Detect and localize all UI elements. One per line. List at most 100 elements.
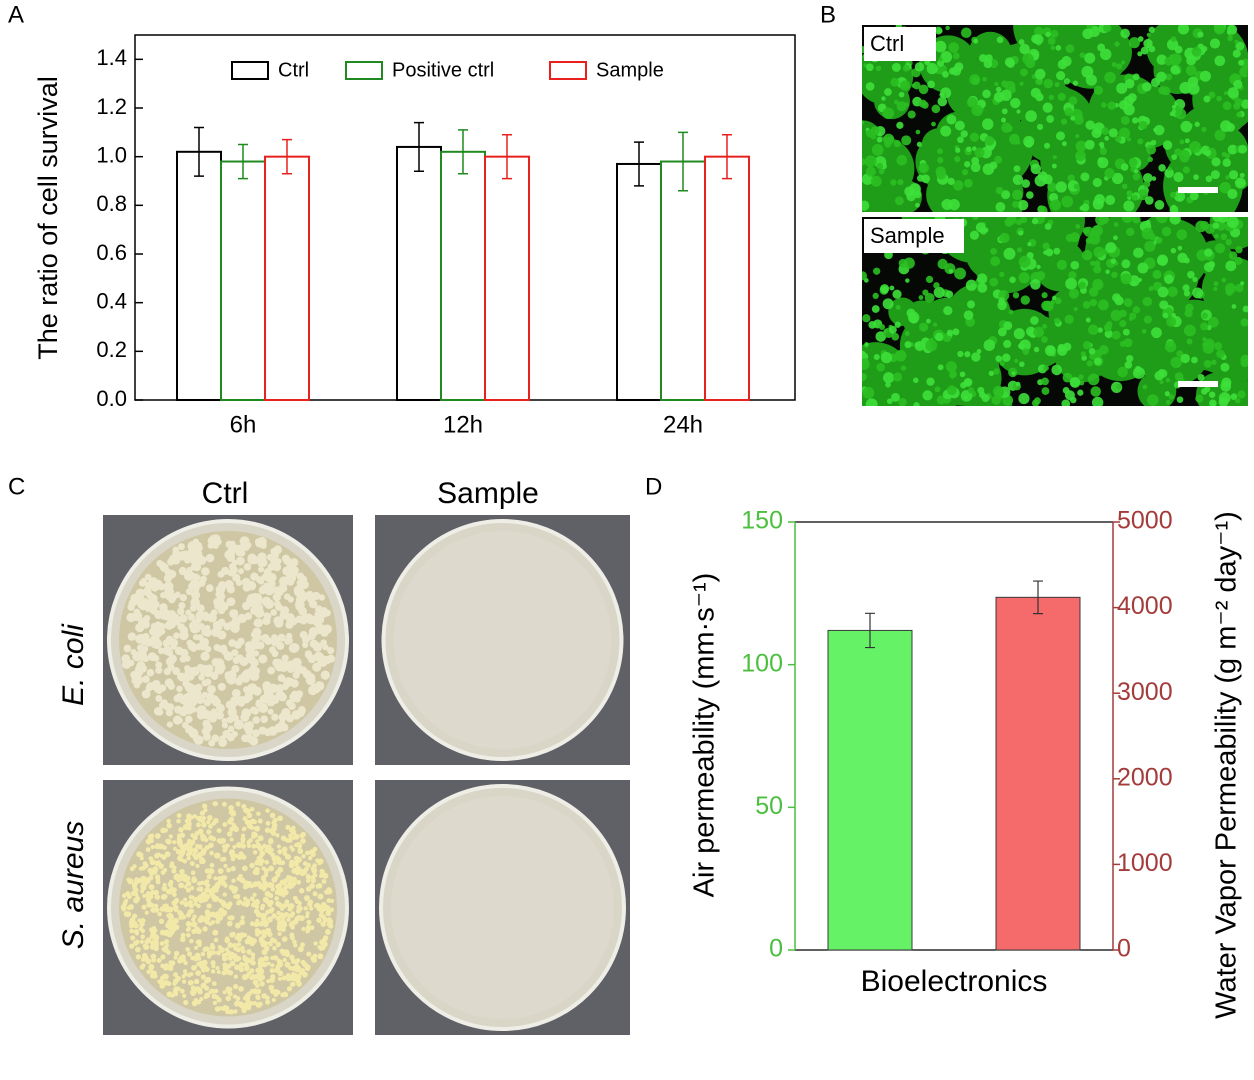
y2-axis-label: Water Vapor Permeability (g m⁻² day⁻¹) xyxy=(1211,511,1243,1019)
colony xyxy=(190,985,196,991)
cell xyxy=(1105,269,1110,274)
colony xyxy=(285,620,294,629)
colony xyxy=(307,653,314,661)
colony xyxy=(130,648,137,655)
colony xyxy=(185,609,192,616)
colony xyxy=(258,921,264,927)
colony xyxy=(186,932,191,938)
colony xyxy=(201,628,209,636)
cell xyxy=(1157,286,1169,298)
cell xyxy=(960,130,968,138)
colony xyxy=(139,921,145,927)
cell xyxy=(1043,142,1051,149)
cell xyxy=(1213,286,1218,292)
colony xyxy=(285,699,293,707)
colony xyxy=(306,919,312,925)
colony xyxy=(235,922,241,929)
cell xyxy=(959,371,966,378)
colony xyxy=(159,906,165,912)
colony xyxy=(185,927,191,932)
error-bar xyxy=(678,131,688,192)
cell xyxy=(1176,229,1188,240)
colony xyxy=(168,879,174,885)
cell xyxy=(1239,66,1248,78)
cell xyxy=(1179,139,1185,145)
colony xyxy=(293,586,304,597)
colony xyxy=(179,566,186,574)
colony xyxy=(173,846,178,851)
colony xyxy=(162,610,172,621)
cell xyxy=(947,177,955,186)
cell xyxy=(1158,86,1167,95)
cell xyxy=(1113,222,1119,227)
row-label: E. coli xyxy=(57,623,90,706)
colony xyxy=(206,903,212,909)
cell xyxy=(1197,31,1204,38)
colony xyxy=(301,853,306,859)
cell xyxy=(969,132,980,142)
cell xyxy=(963,395,968,400)
cell xyxy=(1183,290,1191,297)
colony xyxy=(216,704,225,713)
cell xyxy=(1065,44,1075,53)
colony xyxy=(184,705,194,715)
cell xyxy=(1097,299,1109,311)
colony xyxy=(160,592,167,599)
cell xyxy=(1169,205,1179,212)
colony xyxy=(235,579,243,587)
colony xyxy=(179,912,184,917)
colony xyxy=(238,568,245,575)
cell xyxy=(1208,261,1216,268)
colony xyxy=(242,543,250,551)
colony xyxy=(269,812,276,819)
colony xyxy=(236,876,242,882)
colony xyxy=(205,882,211,889)
colony xyxy=(227,707,238,717)
colony xyxy=(206,874,212,880)
cell xyxy=(1233,102,1241,110)
cell xyxy=(931,104,941,114)
cell xyxy=(1159,300,1169,310)
cell xyxy=(1165,399,1171,405)
colony xyxy=(217,570,225,578)
cell xyxy=(1147,394,1159,406)
colony xyxy=(252,686,262,696)
cell xyxy=(1072,80,1079,86)
colony xyxy=(146,969,152,975)
colony xyxy=(294,842,299,848)
cell xyxy=(1168,394,1175,400)
colony xyxy=(263,869,269,875)
colony xyxy=(211,981,217,986)
colony xyxy=(135,954,141,960)
cell xyxy=(1065,233,1074,243)
colony xyxy=(276,923,283,930)
colony xyxy=(294,966,300,973)
cell xyxy=(1094,260,1101,267)
colony xyxy=(144,939,150,945)
colony xyxy=(190,666,200,676)
legend-label: Positive ctrl xyxy=(392,59,494,81)
cell xyxy=(1156,71,1167,82)
colony xyxy=(240,713,250,722)
cell xyxy=(1227,35,1233,42)
cell xyxy=(882,298,894,310)
colony xyxy=(158,918,165,924)
colony xyxy=(252,899,258,905)
colony xyxy=(148,856,154,861)
cell xyxy=(1234,256,1243,265)
colony xyxy=(311,957,318,963)
colony xyxy=(223,651,234,661)
cell xyxy=(1061,399,1071,406)
colony xyxy=(195,822,201,828)
cell xyxy=(1143,315,1152,324)
cell xyxy=(1238,144,1248,154)
colony xyxy=(198,673,205,681)
cell xyxy=(891,392,900,402)
colony xyxy=(292,939,297,945)
colony xyxy=(249,896,255,902)
colony xyxy=(173,907,179,913)
colony xyxy=(319,939,325,946)
cell xyxy=(921,326,926,332)
cell xyxy=(1219,181,1231,194)
